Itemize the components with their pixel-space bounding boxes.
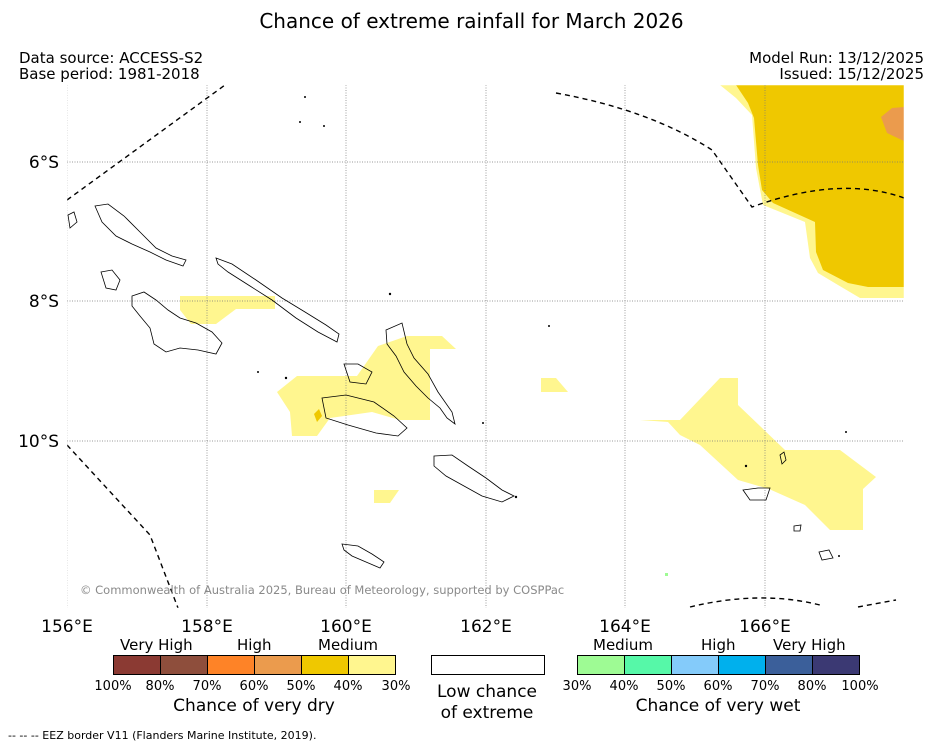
rennell-coast xyxy=(67,211,78,229)
malekula-coast xyxy=(779,451,787,465)
eez-borders xyxy=(67,85,904,608)
dry-tick: 50% xyxy=(286,679,316,694)
lon-label-164e: 164°E xyxy=(599,617,651,637)
wet-cat-very-high: Very High xyxy=(773,636,846,654)
wet-cat-high: High xyxy=(701,636,736,654)
model-run: Model Run: 13/12/2025 xyxy=(749,49,924,67)
lon-label-160e: 160°E xyxy=(320,617,372,637)
header-right: Model Run: 13/12/2025 Issued: 15/12/2025 xyxy=(749,50,924,82)
wet-swatch-2 xyxy=(624,655,672,675)
wet-swatch-6 xyxy=(812,655,860,675)
dry-tick: 40% xyxy=(333,679,363,694)
dry-scale-label: Chance of very dry xyxy=(173,696,335,716)
lat-label-8s: 8°S xyxy=(29,292,59,312)
medium-dry-spot xyxy=(314,409,322,422)
dry-tick: 30% xyxy=(381,679,411,694)
wet-cat-medium: Medium xyxy=(593,636,653,654)
coastlines xyxy=(67,203,834,569)
wet-tick: 60% xyxy=(703,679,733,694)
espiritu-santo-coast xyxy=(742,487,771,501)
high-dry-patch-northeast xyxy=(881,107,904,141)
medium-dry-area-central xyxy=(180,296,275,324)
dry-swatch-5 xyxy=(301,655,349,675)
eez-footnote: -- -- -- EEZ border V11 (Flanders Marine… xyxy=(8,729,317,742)
copyright-note: © Commonwealth of Australia 2025, Bureau… xyxy=(80,583,564,597)
header-left: Data source: ACCESS-S2 Base period: 1981… xyxy=(19,50,203,82)
wet-swatch-5 xyxy=(765,655,813,675)
dry-swatch-6 xyxy=(348,655,396,675)
wet-tick: 70% xyxy=(750,679,780,694)
dry-swatch-2 xyxy=(160,655,208,675)
low-chance-label: Low chance of extreme xyxy=(417,682,557,724)
dry-tick: 70% xyxy=(192,679,222,694)
map-frame xyxy=(66,84,905,609)
dry-tick: 80% xyxy=(145,679,175,694)
data-source: Data source: ACCESS-S2 xyxy=(19,49,204,67)
medium-dry-patch-south xyxy=(374,490,399,503)
small-islets xyxy=(257,96,847,557)
dry-cat-high: High xyxy=(237,636,272,654)
choiseul-coast xyxy=(215,257,340,343)
lon-label-156e: 156°E xyxy=(41,617,93,637)
dry-swatch-4 xyxy=(254,655,302,675)
low-chance-line1: Low chance xyxy=(437,682,537,702)
wet-tick: 30% xyxy=(562,679,592,694)
santa-isabel-coast xyxy=(385,322,456,425)
dry-cat-very-high: Very High xyxy=(120,636,193,654)
dry-tick: 60% xyxy=(239,679,269,694)
guadalcanal-coast xyxy=(433,454,515,503)
efate-coast xyxy=(793,524,802,532)
erromango-coast xyxy=(818,549,834,561)
malaita-coast xyxy=(321,394,408,437)
wet-tick: 80% xyxy=(797,679,827,694)
dry-swatch-3 xyxy=(207,655,255,675)
medium-dry-area-solomons xyxy=(277,336,456,436)
wet-spot xyxy=(665,573,668,576)
lat-label-6s: 6°S xyxy=(29,153,59,173)
florida-islands-coast xyxy=(343,363,373,385)
wet-swatch-3 xyxy=(671,655,719,675)
lon-label-158e: 158°E xyxy=(181,617,233,637)
wet-tick: 50% xyxy=(656,679,686,694)
shortland-coast xyxy=(100,269,121,291)
lon-label-162e: 162°E xyxy=(460,617,512,637)
bougainville-coast xyxy=(94,203,187,267)
wet-swatch-1 xyxy=(577,655,625,675)
lat-label-10s: 10°S xyxy=(18,432,59,452)
base-period: Base period: 1981-2018 xyxy=(19,65,200,83)
low-chance-swatch xyxy=(431,655,545,675)
low-chance-line2: of extreme xyxy=(440,703,534,723)
grid-lines xyxy=(67,85,904,608)
makira-coast xyxy=(341,543,385,569)
issued-date: Issued: 15/12/2025 xyxy=(779,65,924,83)
medium-dry-area-vanuatu xyxy=(640,378,876,530)
lon-label-166e: 166°E xyxy=(739,617,791,637)
chart-title: Chance of extreme rainfall for March 202… xyxy=(259,9,684,33)
new-georgia-coast xyxy=(131,291,223,355)
wet-scale-label: Chance of very wet xyxy=(635,696,801,716)
dry-tick: 100% xyxy=(94,679,132,694)
wet-tick: 100% xyxy=(841,679,879,694)
medium-dry-patch-small xyxy=(541,378,568,392)
high-medium-dry-area-northeast xyxy=(736,85,904,287)
wet-swatch-4 xyxy=(718,655,766,675)
dry-cat-medium: Medium xyxy=(318,636,378,654)
dry-swatch-1 xyxy=(113,655,161,675)
wet-tick: 40% xyxy=(609,679,639,694)
